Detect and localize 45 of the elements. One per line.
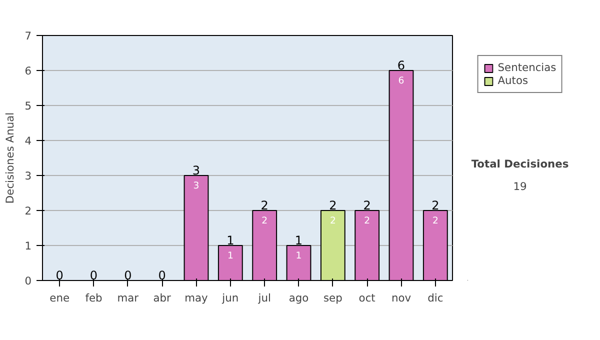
y-tick-label: 3 <box>24 170 32 182</box>
x-tick-label: feb <box>85 292 103 304</box>
y-tick-label: 6 <box>24 64 32 78</box>
y-tick-label: 2 <box>24 204 32 218</box>
total-label: 1 <box>294 234 303 248</box>
y-tick-label: 0 <box>24 274 32 288</box>
y-tick-label: 7 <box>24 30 32 42</box>
data-label: 2 <box>364 216 370 226</box>
x-tick-label: mar <box>117 292 140 304</box>
data-label: 2 <box>262 216 268 226</box>
total-label: 6 <box>397 58 406 72</box>
data-label: 2 <box>432 216 438 226</box>
x-tick-label: jun <box>221 292 239 304</box>
data-label: 2 <box>330 216 336 226</box>
total-label: 0 <box>56 268 64 282</box>
text: Total Decisiones <box>471 157 569 170</box>
total-label: 0 <box>90 268 98 282</box>
x-tick-label: jul <box>257 292 271 304</box>
data-label: 3 <box>193 180 200 192</box>
x-tick-label: may <box>184 292 208 304</box>
x-tick-label: sep <box>323 292 343 304</box>
x-tick-label: ago <box>288 292 309 304</box>
data-label: 6 <box>398 76 404 86</box>
data-label: 1 <box>227 250 234 262</box>
x-tick-label: oct <box>358 292 376 304</box>
data-label: 1 <box>296 250 302 262</box>
x-tick-label: abr <box>153 292 172 304</box>
total-label: 2 <box>432 198 440 212</box>
y-tick-label: 5 <box>24 100 32 112</box>
legend-label: Autos <box>498 74 528 87</box>
total-label: 2 <box>329 198 337 212</box>
total-label: 0 <box>158 268 166 282</box>
y-tick-label: 1 <box>24 240 32 252</box>
x-tick-label: nov <box>391 292 412 304</box>
x-tick-label: ene <box>50 292 70 304</box>
total-label: 2 <box>260 198 268 212</box>
y-axis-title: Decisiones Anual <box>4 112 17 204</box>
total-label: 0 <box>124 268 132 282</box>
y-tick-label: 4 <box>24 134 32 148</box>
legend-label: Sentencias <box>498 61 556 74</box>
total-label: 3 <box>192 164 200 178</box>
text: 19 <box>513 180 527 193</box>
total-label: 2 <box>363 198 371 212</box>
x-tick-label: dic <box>428 292 444 304</box>
total-label: 1 <box>226 234 234 248</box>
